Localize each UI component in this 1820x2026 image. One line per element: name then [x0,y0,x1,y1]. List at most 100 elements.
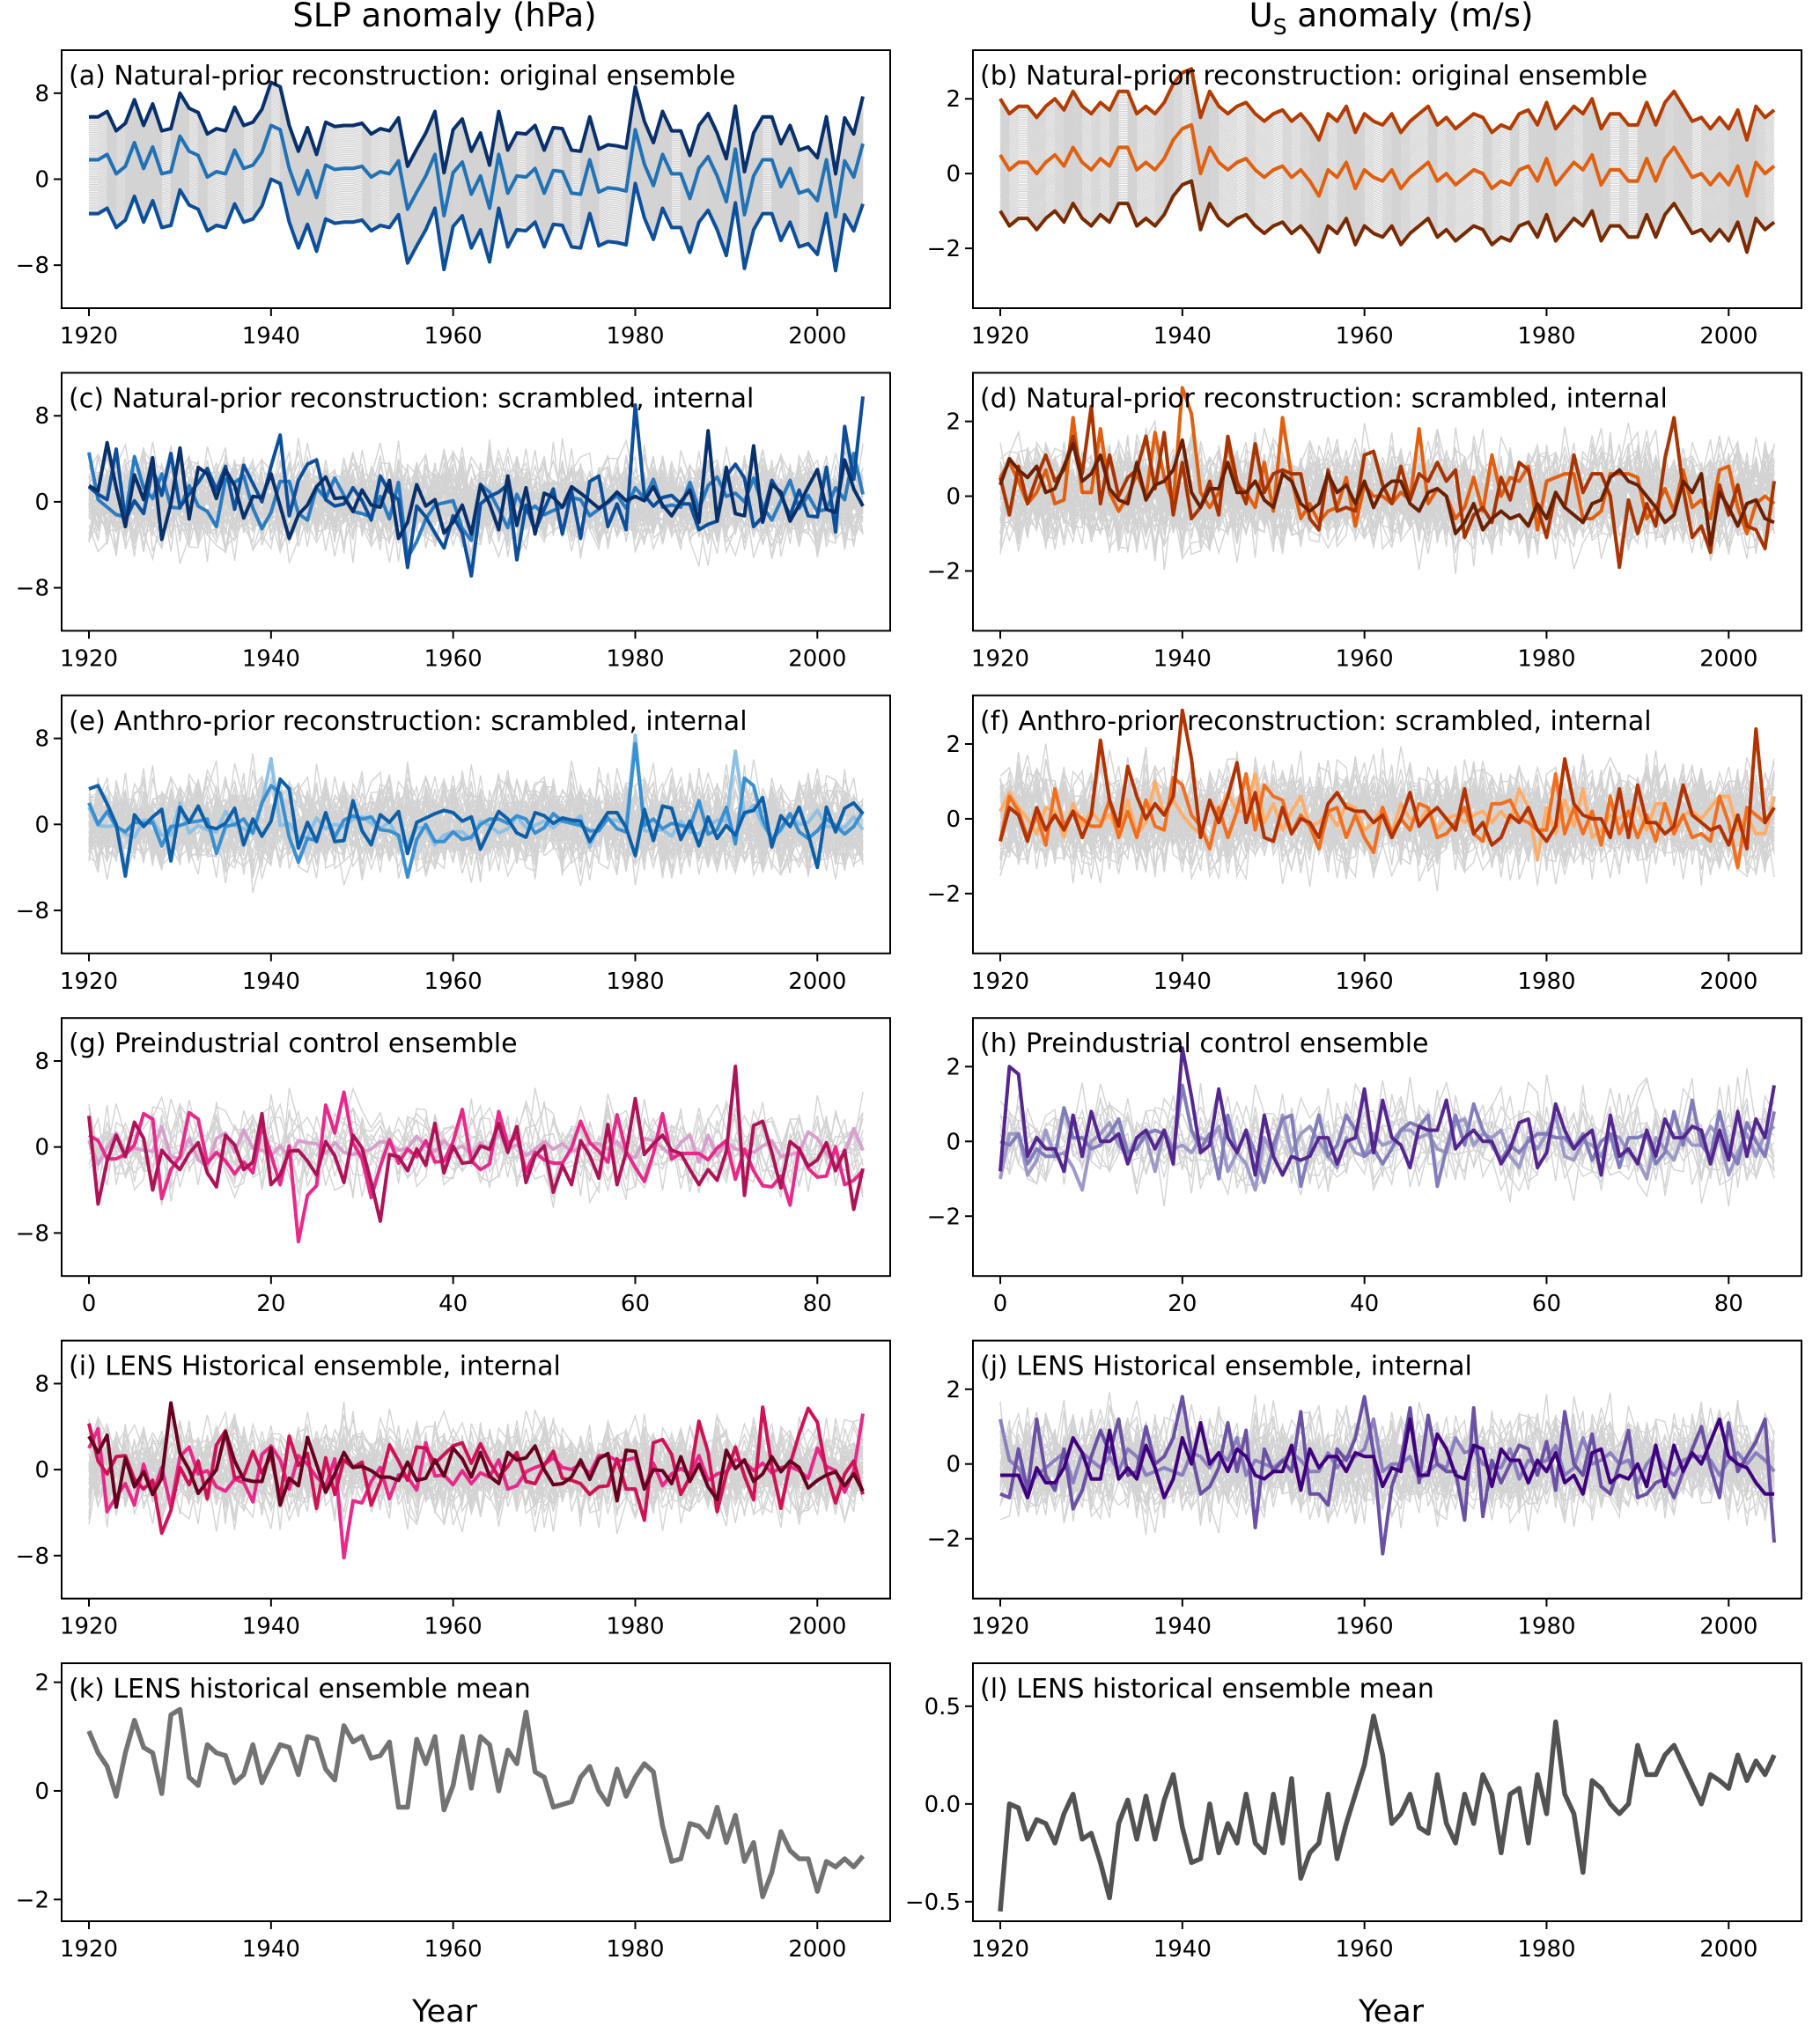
y-tick-label: 0.5 [925,1694,961,1720]
x-tick-label: 1920 [971,645,1029,672]
series-line-2 [87,1405,865,1536]
panel-title: (h) Preindustrial control ensemble [980,1028,1429,1059]
x-tick-label: 20 [1168,1291,1197,1317]
panel-title: (b) Natural-prior reconstruction: origin… [980,61,1647,92]
x-tick-label: 1960 [424,323,483,350]
ensemble-member-line [999,173,1775,248]
column-title-slp: SLP anomaly (hPa) [292,0,596,34]
ensemble-member-line [999,84,1775,158]
panel-j: 1920 1940 1960 1980 2000 2 0 −2 (j) LENS Histori… [927,1339,1802,1640]
x-tick-label: 1980 [606,969,664,995]
y-tick-label: 8 [34,1371,49,1397]
y-tick-label: −8 [16,1220,49,1247]
panel-e: 1920 1940 1960 1980 2000 8 0 −8 (e) Anthro-prior… [16,694,891,995]
x-tick-label: 1980 [606,323,664,350]
ensemble-member-line [999,151,1775,225]
ensemble-member-line [999,113,1775,188]
ensemble-member-line [88,1098,864,1197]
y-tick-label: 0 [34,1457,49,1484]
x-tick-label: 80 [803,1291,832,1317]
x-tick-label: 1980 [1517,1936,1575,1963]
y-tick-label: −8 [16,576,49,602]
ensemble-member-line [999,90,1775,165]
ensemble-member-line [999,117,1775,192]
x-tick-label: 1960 [424,1614,483,1640]
y-tick-label: 2 [946,732,961,758]
ensemble-member-line [999,137,1775,212]
x-tick-label: 1980 [1517,969,1575,995]
ensemble-member-line [999,79,1775,154]
ensemble-member-line [88,1422,864,1530]
y-tick-label: −8 [16,898,49,925]
x-tick-label: 1960 [424,645,483,672]
x-tick-label: 1960 [1336,323,1394,350]
x-tick-label: 1940 [1153,323,1212,350]
y-tick-label: 2 [946,1377,961,1403]
x-tick-label: 1940 [242,645,300,672]
y-tick-label: 2 [946,1054,961,1080]
x-axis-label-left: Year [411,1994,478,2026]
ensemble-member-line [999,94,1775,170]
x-tick-label: 1920 [60,323,118,350]
ensemble-member-line [999,164,1775,239]
panel-title: (a) Natural-prior reconstruction: origin… [69,61,735,92]
panel-i: 1920 1940 1960 1980 2000 8 0 −8 (i) LENS Histori… [16,1339,891,1640]
ensemble-member-line [999,110,1775,185]
ensemble-member-line [999,139,1775,214]
y-tick-label: 0.0 [925,1792,961,1818]
y-tick-label: 0 [34,490,49,516]
series-line-1 [86,1706,866,1899]
y-tick-label: 0 [946,484,961,511]
x-axis-label-right: Year [1358,1994,1425,2026]
series-line-1 [89,80,865,176]
ensemble-member-line [999,149,1775,224]
x-tick-label: 1940 [1153,1614,1212,1640]
column-title-us-rest: anomaly (m/s) [1287,0,1534,34]
y-tick-label: 0 [34,812,49,838]
ensemble-member-line [88,764,864,876]
x-tick-label: 2000 [1699,1936,1757,1963]
panel-title: (l) LENS historical ensemble mean [980,1674,1434,1705]
y-tick-label: 0 [946,1129,961,1155]
y-tick-label: −2 [927,236,961,262]
ensemble-member-line [999,158,1775,232]
series-line-2 [999,1395,1776,1556]
ensemble-member-line [999,88,1775,163]
ensemble-member-line [999,171,1775,246]
ensemble-member-line [999,1407,1775,1510]
y-tick-label: 8 [34,1049,49,1075]
ensemble-member-line [999,114,1775,189]
panel-c: 1920 1940 1960 1980 2000 8 0 −8 (c) Natural-prio… [16,372,891,672]
y-tick-label: −0.5 [905,1890,961,1916]
ensemble-member-line [999,92,1775,167]
x-tick-label: 1920 [60,1614,118,1640]
column-title-us-subscript: S [1273,14,1287,40]
y-tick-label: −8 [16,1543,49,1570]
ensemble-member-line [999,135,1775,210]
panel-title: (c) Natural-prior reconstruction: scramb… [69,383,754,414]
y-tick-label: 8 [34,403,49,430]
series-line-1 [87,429,865,541]
x-tick-label: 60 [1532,1291,1561,1317]
panel-title: (e) Anthro-prior reconstruction: scrambl… [69,706,748,737]
x-tick-label: 0 [993,1291,1008,1317]
x-tick-label: 60 [621,1291,650,1317]
x-tick-label: 1960 [1336,1614,1394,1640]
y-tick-label: 0 [946,1452,961,1478]
ensemble-member-line [999,81,1775,156]
x-tick-label: 1940 [1153,645,1212,672]
ensemble-member-line [999,130,1775,205]
series-line-3 [998,1417,1776,1489]
x-tick-label: 2000 [788,323,846,350]
y-tick-label: 2 [34,1670,49,1697]
y-tick-label: 0 [34,1135,49,1161]
x-tick-label: 2000 [1699,645,1757,672]
ensemble-member-line [999,85,1775,160]
x-tick-label: 2000 [1699,323,1757,350]
x-tick-label: 40 [1350,1291,1379,1317]
series-line-1 [998,1046,1776,1177]
ensemble-member-line [999,142,1775,217]
x-tick-label: 1940 [1153,1936,1212,1963]
